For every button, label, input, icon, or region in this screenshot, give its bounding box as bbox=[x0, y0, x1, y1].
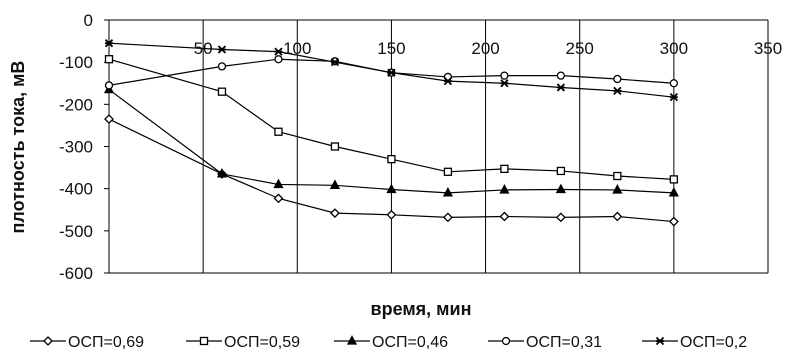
data-point-star bbox=[387, 68, 396, 77]
data-point-circle bbox=[613, 74, 622, 84]
data-point-square bbox=[274, 127, 283, 136]
data-point-square bbox=[104, 55, 114, 64]
data-point-square bbox=[387, 154, 396, 164]
data-point-star bbox=[274, 47, 283, 56]
data-point-star bbox=[613, 86, 622, 95]
legend-marker-circle bbox=[501, 336, 511, 346]
data-point-star bbox=[217, 45, 227, 54]
y-tick-label: -200 bbox=[59, 95, 93, 114]
vertical-gridlines bbox=[202, 20, 769, 273]
data-point-diamond bbox=[668, 216, 679, 227]
y-tick-label: -500 bbox=[59, 222, 93, 241]
data-point-triangle bbox=[273, 178, 284, 189]
y-tick-label: -400 bbox=[59, 180, 93, 199]
data-point-diamond bbox=[330, 208, 340, 219]
legend-label: ОСП=0,69 bbox=[68, 334, 144, 351]
data-point-circle bbox=[500, 71, 509, 80]
y-tick-label: -300 bbox=[59, 138, 93, 157]
x-tick-label: 250 bbox=[566, 39, 594, 58]
legend-marker-star bbox=[655, 336, 665, 346]
data-point-square bbox=[500, 164, 509, 173]
y-tick-labels: 0 -100 -200 -300 -400 -500 -600 bbox=[59, 11, 109, 283]
legend-marker-triangle bbox=[346, 335, 358, 345]
series-5 bbox=[104, 39, 678, 102]
y-axis-title: плотность тока, мВ bbox=[8, 61, 28, 234]
series-1 bbox=[104, 114, 679, 227]
legend-item: ОСП=0,59 bbox=[186, 334, 300, 351]
data-point-triangle bbox=[612, 184, 623, 194]
data-point-triangle bbox=[668, 187, 679, 197]
data-point-diamond bbox=[612, 211, 623, 222]
series-group bbox=[103, 39, 679, 227]
data-point-triangle bbox=[216, 168, 228, 178]
x-axis-title: время, мин bbox=[371, 299, 472, 319]
data-point-diamond bbox=[386, 209, 397, 220]
series-line bbox=[108, 42, 674, 98]
data-point-triangle bbox=[386, 183, 397, 194]
data-point-circle bbox=[669, 79, 679, 88]
data-point-diamond bbox=[555, 212, 566, 223]
data-point-triangle bbox=[442, 187, 453, 197]
data-point-square bbox=[556, 166, 566, 176]
legend-item: ОСП=0,69 bbox=[30, 334, 144, 351]
series-line bbox=[108, 118, 674, 223]
series-2 bbox=[104, 55, 679, 184]
y-tick-label: 0 bbox=[84, 11, 93, 30]
y-tick-label: -100 bbox=[59, 53, 93, 72]
data-point-star bbox=[104, 39, 114, 48]
x-tick-label: 300 bbox=[660, 39, 688, 58]
legend-label: ОСП=0,2 bbox=[680, 334, 747, 351]
series-line bbox=[108, 58, 674, 86]
data-point-diamond bbox=[499, 211, 510, 222]
data-point-triangle bbox=[329, 179, 341, 189]
data-point-circle bbox=[104, 81, 114, 90]
data-point-diamond bbox=[273, 193, 284, 204]
legend-item: ОСП=0,2 bbox=[642, 334, 747, 351]
legend-item: ОСП=0,46 bbox=[334, 334, 448, 351]
legend-marker-square bbox=[199, 336, 209, 346]
legend: ОСП=0,69 ОСП=0,59 ОСП=0,46 ОСП=0,31 ОСП=0,2 bbox=[30, 334, 747, 351]
data-point-circle bbox=[556, 71, 566, 80]
series-line bbox=[108, 58, 674, 180]
data-point-square bbox=[443, 167, 453, 176]
legend-item: ОСП=0,31 bbox=[488, 334, 602, 351]
series-line bbox=[108, 89, 674, 194]
x-tick-labels: 50 100 150 200 250 300 350 bbox=[194, 39, 783, 58]
legend-label: ОСП=0,31 bbox=[526, 334, 602, 351]
data-point-star bbox=[500, 79, 509, 88]
legend-label: ОСП=0,59 bbox=[224, 334, 300, 351]
data-point-square bbox=[330, 142, 340, 151]
data-point-star bbox=[556, 83, 566, 92]
data-point-diamond bbox=[442, 212, 453, 223]
legend-marker-diamond bbox=[43, 336, 53, 346]
data-point-circle bbox=[274, 55, 283, 64]
data-point-circle bbox=[217, 62, 227, 71]
x-tick-label: 200 bbox=[471, 39, 499, 58]
data-point-square bbox=[613, 171, 622, 181]
data-point-star bbox=[669, 93, 678, 102]
data-point-star bbox=[443, 77, 453, 86]
x-tick-label: 350 bbox=[754, 39, 782, 58]
data-point-diamond bbox=[104, 114, 114, 125]
x-tick-label: 150 bbox=[377, 39, 405, 58]
data-point-square bbox=[669, 175, 679, 184]
data-point-triangle bbox=[555, 183, 566, 194]
y-tick-label: -600 bbox=[59, 264, 93, 283]
legend-label: ОСП=0,46 bbox=[372, 334, 448, 351]
data-point-square bbox=[217, 87, 227, 96]
data-point-triangle bbox=[499, 184, 510, 194]
data-point-star bbox=[330, 58, 340, 67]
